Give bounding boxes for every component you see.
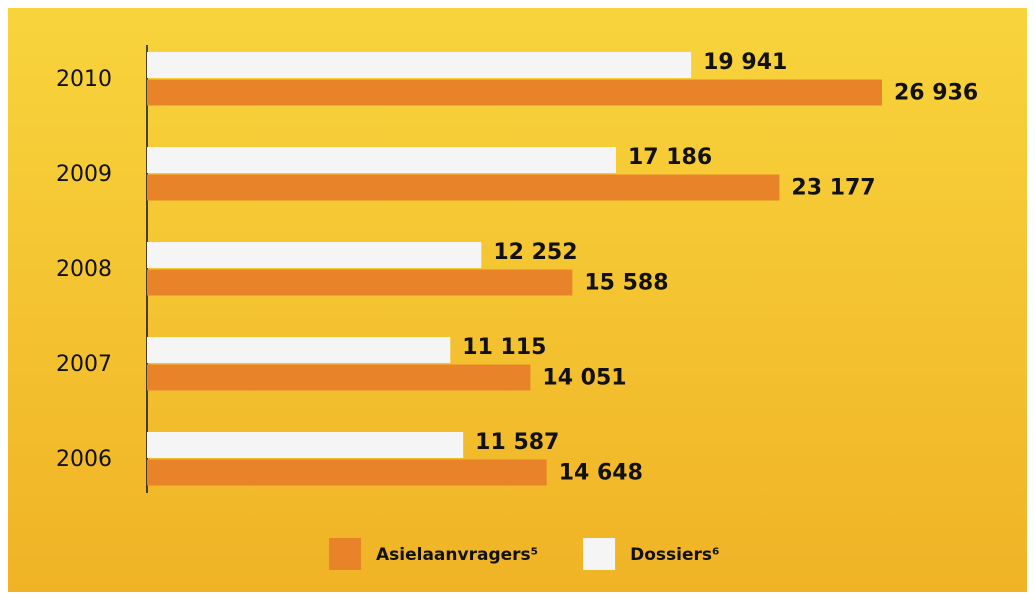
bar <box>147 432 464 458</box>
legend-label: Asielaanvragers⁵ <box>376 545 538 565</box>
bar <box>147 269 573 296</box>
bar <box>147 147 616 173</box>
legend-label: Dossiers⁶ <box>630 545 719 565</box>
value-label: 15 588 <box>584 271 668 296</box>
value-label: 14 051 <box>542 366 626 391</box>
value-label: 26 936 <box>894 81 978 106</box>
bar <box>147 459 547 486</box>
y-tick-label: 2007 <box>56 352 112 377</box>
y-tick-label: 2009 <box>56 162 112 187</box>
y-tick-label: 2006 <box>56 447 112 472</box>
value-label: 17 186 <box>628 145 712 170</box>
bar <box>147 242 482 268</box>
value-label: 12 252 <box>493 240 577 265</box>
value-label: 11 115 <box>462 335 546 360</box>
bar <box>147 79 882 106</box>
y-tick-label: 2010 <box>56 67 112 92</box>
legend-swatch <box>329 538 361 570</box>
value-label: 23 177 <box>791 176 875 201</box>
bar <box>147 174 780 201</box>
value-label: 14 648 <box>559 461 643 486</box>
bar <box>147 52 692 78</box>
value-label: 11 587 <box>475 430 559 455</box>
value-label: 19 941 <box>703 50 787 75</box>
y-tick-label: 2008 <box>56 257 112 282</box>
bar <box>147 364 531 391</box>
bar <box>147 337 451 363</box>
legend-swatch <box>583 538 616 570</box>
